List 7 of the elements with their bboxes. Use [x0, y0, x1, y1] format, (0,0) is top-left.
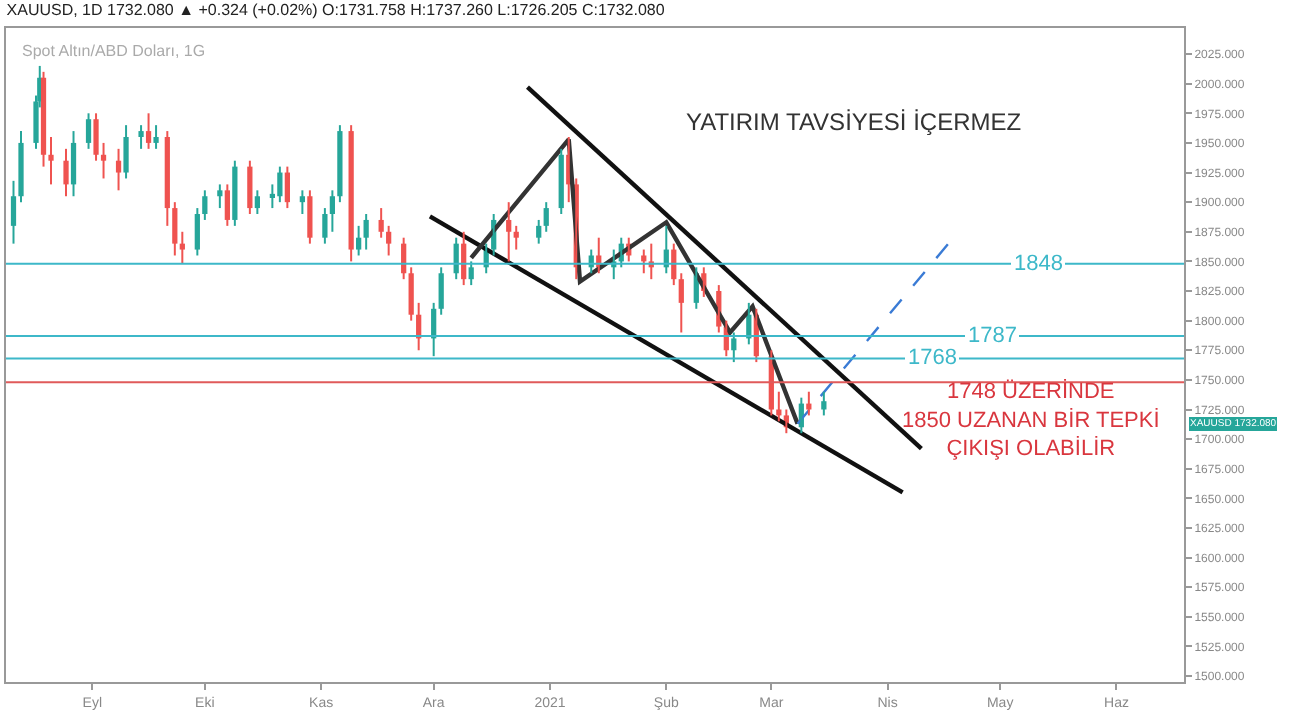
ref-line-label: 1848: [1014, 252, 1063, 276]
annotation: 1748 ÜZERİNDE 1850 UZANAN BİR TEPKİ ÇIKIŞI OLABİLİR: [902, 378, 1160, 462]
ref-line-label: 1768: [908, 346, 957, 370]
text: Spot Altın/ABD Doları, 1G: [22, 42, 206, 60]
chart-title: XAUUSD, 1D 1732.080 ▲ +0.324 (+0.02%) O:1731.758 H:1737.260 L:1726.205 C:1732.080: [6, 0, 666, 19]
ref-line-label: 1787: [968, 324, 1017, 348]
annotation: YATIRIM TAVSİYESİ İÇERMEZ: [686, 108, 1022, 136]
